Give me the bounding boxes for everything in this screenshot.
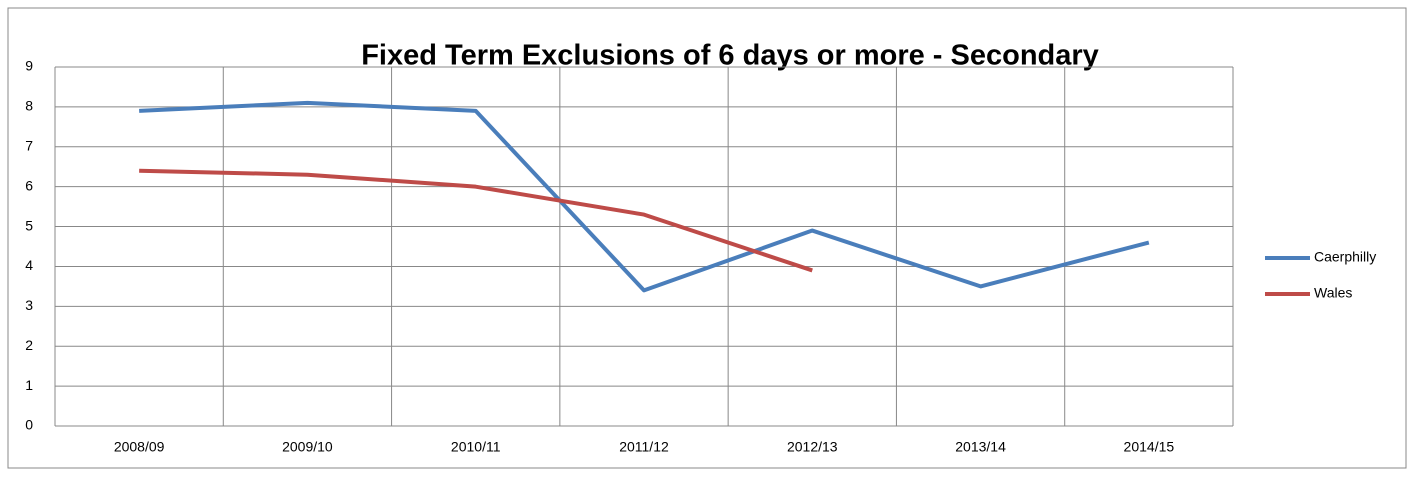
legend-label: Wales bbox=[1314, 285, 1352, 301]
line-series bbox=[139, 168, 813, 273]
y-tick-label: 6 bbox=[25, 177, 33, 193]
x-tick-label: 2012/13 bbox=[787, 439, 838, 455]
x-tick-label: 2010/11 bbox=[451, 439, 501, 455]
y-tick-label: 4 bbox=[25, 257, 33, 273]
chart-title: Fixed Term Exclusions of 6 days or more … bbox=[361, 40, 1099, 72]
y-tick-label: 7 bbox=[25, 137, 33, 153]
y-tick-label: 8 bbox=[25, 98, 33, 114]
y-tick-label: 3 bbox=[25, 297, 33, 313]
legend-label: Caerphilly bbox=[1314, 249, 1376, 265]
y-tick-label: 9 bbox=[25, 58, 33, 74]
x-tick-label: 2011/12 bbox=[619, 439, 669, 455]
x-tick-label: 2009/10 bbox=[282, 439, 333, 455]
x-tick-label: 2008/09 bbox=[114, 439, 165, 455]
y-tick-label: 1 bbox=[25, 377, 33, 393]
line-series bbox=[139, 100, 1150, 293]
x-tick-label: 2013/14 bbox=[955, 439, 1006, 455]
y-tick-label: 2 bbox=[25, 337, 33, 353]
x-tick-label: 2014/15 bbox=[1124, 439, 1175, 455]
chart-border bbox=[7, 7, 1407, 469]
y-tick-label: 5 bbox=[25, 217, 33, 233]
y-tick-label: 0 bbox=[25, 417, 33, 433]
